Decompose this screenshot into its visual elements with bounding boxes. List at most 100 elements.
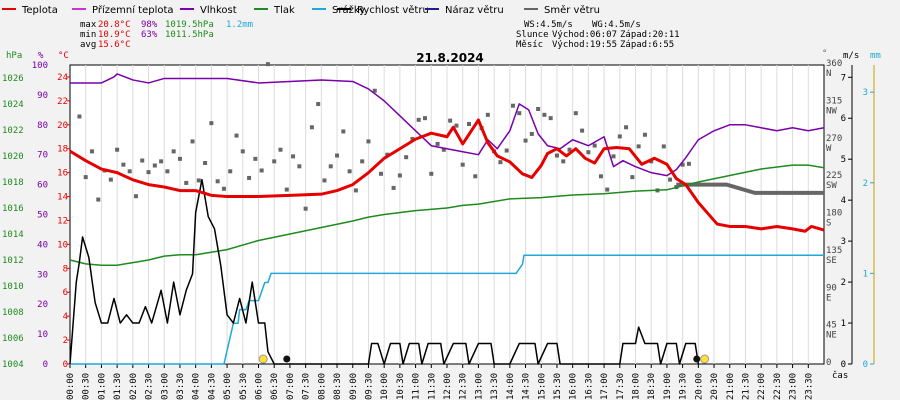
wind-direction-dot [146,170,151,175]
wind-direction-dot [259,168,264,173]
wind-direction-dot [529,131,534,136]
info-moonrise: Východ:19:55 [552,40,617,50]
info-wind-gust: WG:4.5m/s [592,20,641,30]
humidity-tick-label: 60 [37,181,48,191]
temp-tick-label: 4 [63,312,68,322]
x-tick-label: 11:00 [412,373,422,400]
series-line-rychlostvtru [69,178,700,365]
wind-direction-dot [184,180,189,185]
direction-tick-label: 270 [826,134,842,144]
x-tick-label: 19:30 [679,373,689,400]
direction-name-label: NW [826,106,837,116]
wind-direction-dot [215,179,220,184]
pressure-tick-label: 1016 [2,204,24,214]
x-tick-label: 07:00 [286,373,296,400]
x-tick-label: 00:00 [66,373,76,400]
wind-direction-dot [404,155,409,160]
x-axis-label: čas [832,370,848,381]
wind-direction-dot [454,123,459,128]
direction-tick-label: 0 [826,358,831,368]
wind-direction-dot [291,154,296,159]
direction-tick-label: 180 [826,209,842,219]
wind-tick-label: 6 [841,114,846,124]
wind-direction-dot [611,154,616,159]
humidity-tick-label: 80 [37,121,48,131]
humidity-tick-label: 40 [37,240,48,250]
unit-temp: °C [58,51,69,61]
wind-direction-dot [297,164,302,169]
x-tick-label: 18:00 [632,373,642,400]
wind-direction-dot [397,173,402,178]
x-tick-label: 22:00 [757,373,767,400]
wind-direction-dot [108,177,113,182]
wind-direction-dot [485,112,490,117]
x-tick-label: 05:00 [223,373,233,400]
x-tick-label: 00:30 [82,373,92,400]
x-tick-label: 23:30 [804,373,814,400]
humidity-tick-label: 70 [37,151,48,161]
wind-direction-dot [441,147,446,152]
wind-direction-dot [617,134,622,139]
stats-block: max 20.8°C 98% 1019.5hPa 1.2mm min 10.9°… [80,20,253,50]
wind-direction-dot [498,160,503,165]
wind-direction-dot [347,169,352,174]
info-sunset: Západ:20:11 [620,30,680,40]
series-lines [69,73,825,365]
wind-direction-dot [624,125,629,130]
wind-direction-dot [133,194,138,199]
pressure-tick-label: 1008 [2,308,24,318]
wind-direction-dot [473,174,478,179]
pressure-tick-label: 1010 [2,282,24,292]
wind-direction-dot [316,102,321,107]
x-tick-label: 22:30 [773,373,783,400]
x-tick-label: 08:30 [333,373,343,400]
wind-direction-dot [353,188,358,193]
wind-tick-label: 5 [841,155,846,165]
x-tick-label: 10:00 [380,373,390,400]
wind-direction-dot [448,118,453,123]
wind-direction-dot [309,125,314,130]
stat-min-temp: 10.9°C [98,30,131,40]
wind-direction-dot [278,147,283,152]
wind-tick-label: 2 [841,278,846,288]
x-tick-label: 15:00 [537,373,547,400]
series-line-srky [70,254,824,365]
unit-wind: m/s [843,51,859,61]
wind-direction-dot [379,171,384,176]
wind-direction-dot [548,116,553,121]
wind-direction-dot [598,174,603,179]
legend-label: Přízemní teplota [92,4,174,16]
x-tick-label: 16:30 [584,373,594,400]
wind-direction-dot [360,159,365,164]
legend-label: Teplota [21,5,58,16]
x-tick-label: 04:00 [192,373,202,400]
sun-icon [258,354,268,364]
unit-rain: mm [870,51,881,61]
x-tick-label: 10:30 [396,373,406,400]
humidity-tick-label: 10 [37,330,48,340]
wind-direction-dot [372,88,377,93]
unit-hum: % [38,51,44,61]
info-wind-speed: WS:4.5m/s [524,20,573,30]
direction-tick-label: 45 [826,321,837,331]
wind-direction-dot [83,175,88,180]
wind-direction-dot [240,149,245,154]
wind-direction-dot [328,164,333,169]
direction-name-label: SE [826,256,837,266]
wind-direction-dot [115,147,120,152]
wind-direction-dot [630,175,635,180]
wind-direction-dot [196,178,201,183]
pressure-tick-label: 1018 [2,178,24,188]
stat-avg-label: avg [80,40,96,50]
info-sun-label: Slunce [516,30,549,40]
x-tick-label: 14:30 [522,373,532,400]
temp-tick-label: 12 [57,216,68,226]
wind-direction-dot [303,206,308,211]
wind-direction-dot [580,128,585,133]
humidity-tick-label: 20 [37,300,48,310]
temp-tick-label: 16 [57,169,68,179]
pressure-tick-label: 1006 [2,334,24,344]
x-tick-label: 13:00 [474,373,484,400]
wind-direction-dot [228,169,233,174]
